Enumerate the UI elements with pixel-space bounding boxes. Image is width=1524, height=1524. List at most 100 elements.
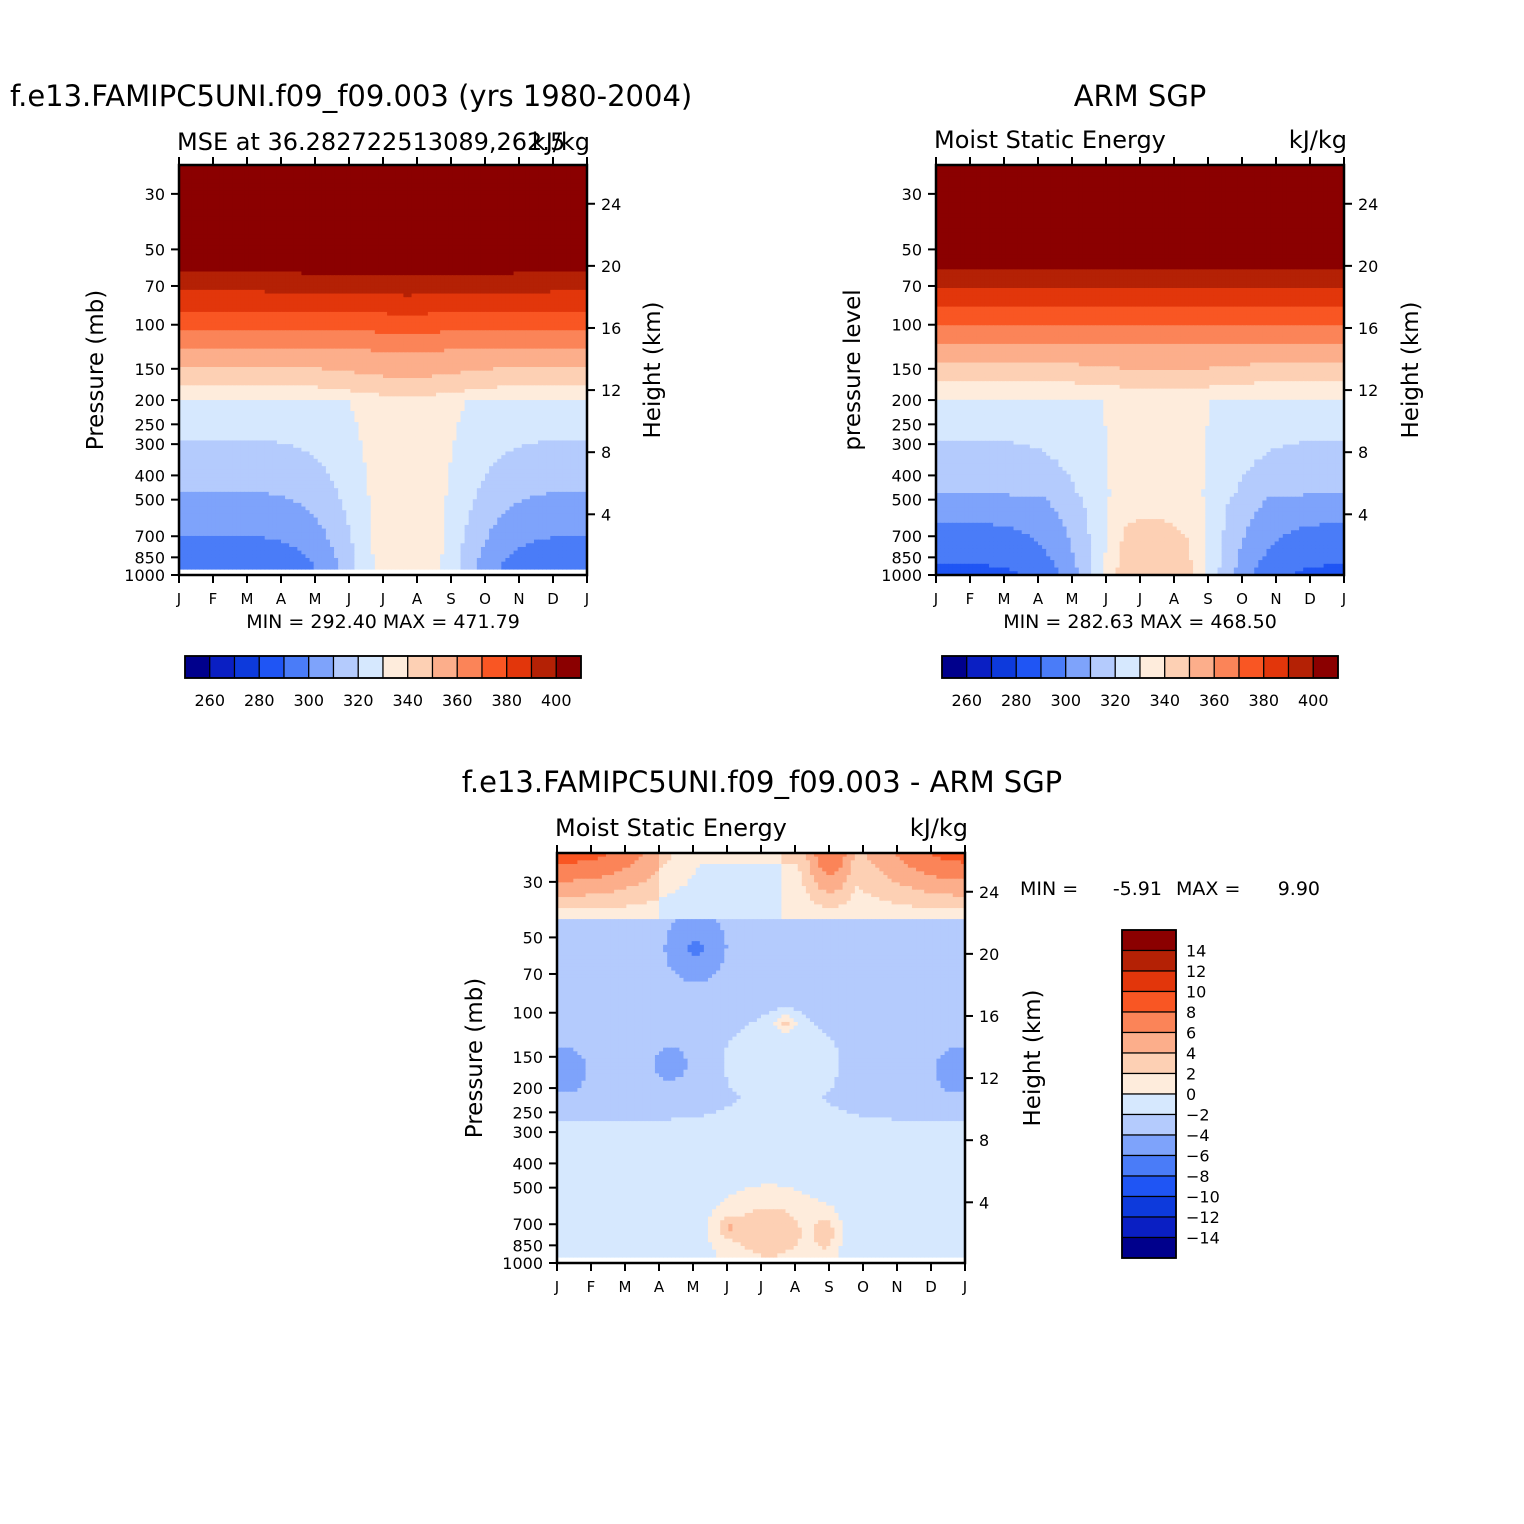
contour-cell: [563, 308, 568, 312]
contour-cell: [493, 275, 498, 279]
contour-cell: [489, 198, 494, 202]
contour-cell: [191, 224, 196, 228]
contour-cell: [354, 220, 359, 224]
contour-cell: [350, 191, 355, 195]
contour-cell: [505, 275, 510, 279]
contour-cell: [534, 301, 539, 305]
contour-cell: [538, 191, 543, 195]
contour-cell: [558, 194, 563, 198]
contour-cell: [575, 246, 580, 250]
contour-cell: [563, 253, 568, 257]
contour-cell: [550, 316, 555, 320]
contour-cell: [550, 253, 555, 257]
contour-cell: [257, 213, 262, 217]
contour-cell: [420, 316, 425, 320]
contour-cell: [367, 249, 372, 253]
contour-cell: [428, 220, 433, 224]
contour-cell: [228, 319, 233, 323]
contour-cell: [567, 297, 572, 301]
contour-cell: [440, 253, 445, 257]
contour-cell: [550, 312, 555, 316]
contour-cell: [363, 194, 368, 198]
contour-cell: [187, 257, 192, 261]
contour-cell: [273, 253, 278, 257]
contour-cell: [412, 238, 417, 242]
contour-cell: [514, 227, 519, 231]
contour-cell: [195, 231, 200, 235]
contour-cell: [440, 224, 445, 228]
contour-cell: [244, 176, 249, 180]
contour-cell: [195, 238, 200, 242]
contour-cell: [412, 257, 417, 261]
contour-cell: [240, 264, 245, 268]
contour-cell: [338, 341, 343, 345]
contour-cell: [509, 231, 514, 235]
contour-cell: [183, 183, 188, 187]
contour-cell: [297, 216, 302, 220]
contour-cell: [212, 275, 217, 279]
contour-cell: [469, 338, 474, 342]
contour-cell: [293, 213, 298, 217]
contour-cell: [542, 338, 547, 342]
contour-cell: [285, 202, 290, 206]
contour-cell: [477, 169, 482, 173]
contour-cell: [403, 305, 408, 309]
contour-cell: [338, 176, 343, 180]
contour-cell: [538, 323, 543, 327]
contour-cell: [436, 191, 441, 195]
contour-cell: [436, 249, 441, 253]
contour-cell: [501, 279, 506, 283]
contour-cell: [293, 231, 298, 235]
contour-cell: [395, 268, 400, 272]
contour-cell: [297, 345, 302, 349]
contour-cell: [224, 268, 229, 272]
contour-cell: [436, 216, 441, 220]
contour-cell: [452, 183, 457, 187]
contour-cell: [432, 198, 437, 202]
contour-cell: [322, 319, 327, 323]
contour-cell: [399, 275, 404, 279]
contour-cell: [387, 264, 392, 268]
contour-cell: [285, 316, 290, 320]
contour-cell: [208, 297, 213, 301]
contour-cell: [269, 279, 274, 283]
contour-cell: [342, 272, 347, 276]
contour-cell: [550, 238, 555, 242]
contour-cell: [212, 202, 217, 206]
contour-cell: [240, 297, 245, 301]
contour-cell: [326, 198, 331, 202]
contour-cell: [514, 198, 519, 202]
contour-cell: [203, 323, 208, 327]
contour-cell: [216, 345, 221, 349]
contour-cell: [440, 172, 445, 176]
contour-cell: [285, 194, 290, 198]
contour-cell: [289, 294, 294, 298]
contour-cell: [379, 319, 384, 323]
contour-cell: [461, 172, 466, 176]
contour-cell: [277, 294, 282, 298]
contour-cell: [546, 272, 551, 276]
contour-cell: [220, 202, 225, 206]
contour-cell: [208, 176, 213, 180]
contour-cell: [293, 268, 298, 272]
contour-cell: [477, 327, 482, 331]
contour-cell: [412, 194, 417, 198]
contour-cell: [236, 169, 241, 173]
contour-cell: [456, 275, 461, 279]
contour-cell: [310, 191, 315, 195]
contour-cell: [530, 345, 535, 349]
contour-cell: [420, 209, 425, 213]
contour-cell: [199, 268, 204, 272]
contour-cell: [285, 319, 290, 323]
contour-cell: [252, 180, 257, 184]
contour-cell: [571, 224, 576, 228]
contour-cell: [338, 257, 343, 261]
contour-cell: [208, 216, 213, 220]
contour-cell: [452, 169, 457, 173]
contour-cell: [424, 194, 429, 198]
contour-cell: [244, 216, 249, 220]
contour-cell: [444, 213, 449, 217]
contour-cell: [546, 301, 551, 305]
contour-cell: [465, 305, 470, 309]
contour-cell: [501, 297, 506, 301]
